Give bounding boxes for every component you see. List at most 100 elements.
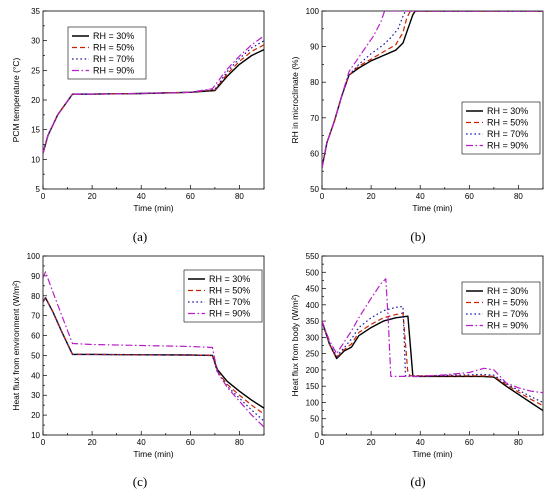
x-tick-label: 60 xyxy=(465,192,474,201)
y-tick-label: 200 xyxy=(306,366,320,375)
y-tick-label: 10 xyxy=(31,155,40,164)
y-tick-label: 40 xyxy=(31,371,40,380)
legend-label: RH = 70% xyxy=(209,297,250,307)
series-line-50 xyxy=(322,11,543,168)
legend-label: RH = 90% xyxy=(487,141,528,151)
y-tick-label: 35 xyxy=(31,7,40,16)
series-group xyxy=(43,35,264,154)
series-line-90 xyxy=(322,278,543,394)
y-tick-label: 60 xyxy=(31,332,40,341)
series-line-30 xyxy=(322,315,543,412)
legend-label: RH = 30% xyxy=(93,31,134,41)
y-tick-label: 400 xyxy=(306,301,320,310)
x-tick-label: 80 xyxy=(235,438,244,447)
series-line-90 xyxy=(43,271,264,428)
y-tick-label: 80 xyxy=(310,78,319,87)
y-axis-label: Heat flux from environment (W/m²) xyxy=(11,280,21,411)
legend: RH = 30% RH = 50%RH = 70% RH = 90% xyxy=(183,269,263,323)
panel-a: 0 20 40 60 80 5 10 15 20 25 30 35 Time (min) PCM temp… xyxy=(11,7,265,244)
y-tick-label: 15 xyxy=(31,126,40,135)
y-tick-label: 150 xyxy=(306,382,320,391)
legend-label: RH = 90% xyxy=(209,309,250,319)
y-axis-label: RH in microclimate (%) xyxy=(290,56,300,143)
x-axis-label: Time (min) xyxy=(133,449,173,459)
legend-label: RH = 50% xyxy=(209,286,250,296)
series-group xyxy=(322,278,543,412)
x-tick-label: 0 xyxy=(320,438,325,447)
y-axis-label: Heat flux from body (W/m²) xyxy=(290,294,300,396)
y-tick-label: 0 xyxy=(315,431,320,440)
y-tick-label: 100 xyxy=(27,252,41,261)
x-tick-label: 40 xyxy=(416,438,425,447)
y-tick-label: 450 xyxy=(306,285,320,294)
y-tick-label: 90 xyxy=(31,272,40,281)
y-tick-label: 250 xyxy=(306,350,320,359)
x-tick-label: 80 xyxy=(514,438,523,447)
y-tick-label: 70 xyxy=(31,312,40,321)
x-tick-label: 0 xyxy=(320,192,325,201)
x-tick-label: 0 xyxy=(41,438,46,447)
x-tick-label: 80 xyxy=(514,192,523,201)
y-tick-label: 50 xyxy=(310,185,319,194)
panel-b: 0 20 40 60 80 50 60 70 80 90 100 Time (min) RH in mi… xyxy=(290,7,544,244)
y-tick-label: 30 xyxy=(31,391,40,400)
y-tick-label: 20 xyxy=(31,411,40,420)
panel-caption: (d) xyxy=(410,474,425,489)
y-tick-label: 60 xyxy=(310,149,319,158)
series-line-90 xyxy=(322,11,543,168)
legend-label: RH = 70% xyxy=(487,129,528,139)
y-tick-label: 80 xyxy=(31,292,40,301)
y-tick-label: 10 xyxy=(31,431,40,440)
legend-label: RH = 50% xyxy=(487,118,528,128)
y-tick-label: 300 xyxy=(306,333,320,342)
x-tick-label: 20 xyxy=(88,192,97,201)
x-tick-label: 60 xyxy=(465,438,474,447)
x-tick-label: 20 xyxy=(88,438,97,447)
y-tick-label: 70 xyxy=(310,114,319,123)
legend-label: RH = 90% xyxy=(93,66,134,76)
legend-label: RH = 70% xyxy=(487,309,528,319)
x-axis-label: Time (min) xyxy=(412,203,452,213)
series-line-70 xyxy=(43,297,264,422)
x-tick-label: 40 xyxy=(137,438,146,447)
panel-caption: (a) xyxy=(133,229,147,244)
legend: RH = 30% RH = 50%RH = 70% RH = 90% xyxy=(67,26,147,80)
legend-label: RH = 50% xyxy=(487,298,528,308)
y-axis-label: PCM temperature (°C) xyxy=(11,58,21,143)
panel-c: 0 20 40 60 80 10 20 30 40 50 60 70 80 90 100 Time (min)… xyxy=(11,252,265,489)
panel-d: 0 20 40 60 80 0 50 100 150 200 250 300 350 400 450 500 5… xyxy=(290,252,544,489)
x-tick-label: 0 xyxy=(41,192,46,201)
panel-caption: (c) xyxy=(133,474,147,489)
x-tick-label: 20 xyxy=(367,438,376,447)
series-line-90 xyxy=(43,35,264,154)
series-line-50 xyxy=(322,312,543,407)
plot-frame xyxy=(321,10,544,190)
y-tick-label: 30 xyxy=(31,37,40,46)
y-tick-label: 50 xyxy=(31,351,40,360)
y-tick-label: 500 xyxy=(306,268,320,277)
legend-label: RH = 90% xyxy=(487,321,528,331)
y-tick-label: 90 xyxy=(310,43,319,52)
x-axis-label: Time (min) xyxy=(412,449,452,459)
legend-label: RH = 30% xyxy=(487,106,528,116)
x-tick-label: 40 xyxy=(137,192,146,201)
x-tick-label: 60 xyxy=(186,438,195,447)
legend-label: RH = 70% xyxy=(93,54,134,64)
x-tick-label: 80 xyxy=(235,192,244,201)
y-tick-label: 50 xyxy=(310,415,319,424)
y-tick-label: 5 xyxy=(36,185,41,194)
y-tick-label: 350 xyxy=(306,317,320,326)
panel-caption: (b) xyxy=(410,229,425,244)
series-line-70 xyxy=(322,11,543,168)
x-tick-label: 40 xyxy=(416,192,425,201)
series-group xyxy=(43,271,264,428)
y-tick-label: 20 xyxy=(31,96,40,105)
legend-label: RH = 50% xyxy=(93,43,134,53)
x-axis-label: Time (min) xyxy=(133,203,173,213)
y-tick-label: 100 xyxy=(306,7,320,16)
x-tick-label: 60 xyxy=(186,192,195,201)
x-tick-label: 20 xyxy=(367,192,376,201)
legend-label: RH = 30% xyxy=(487,286,528,296)
